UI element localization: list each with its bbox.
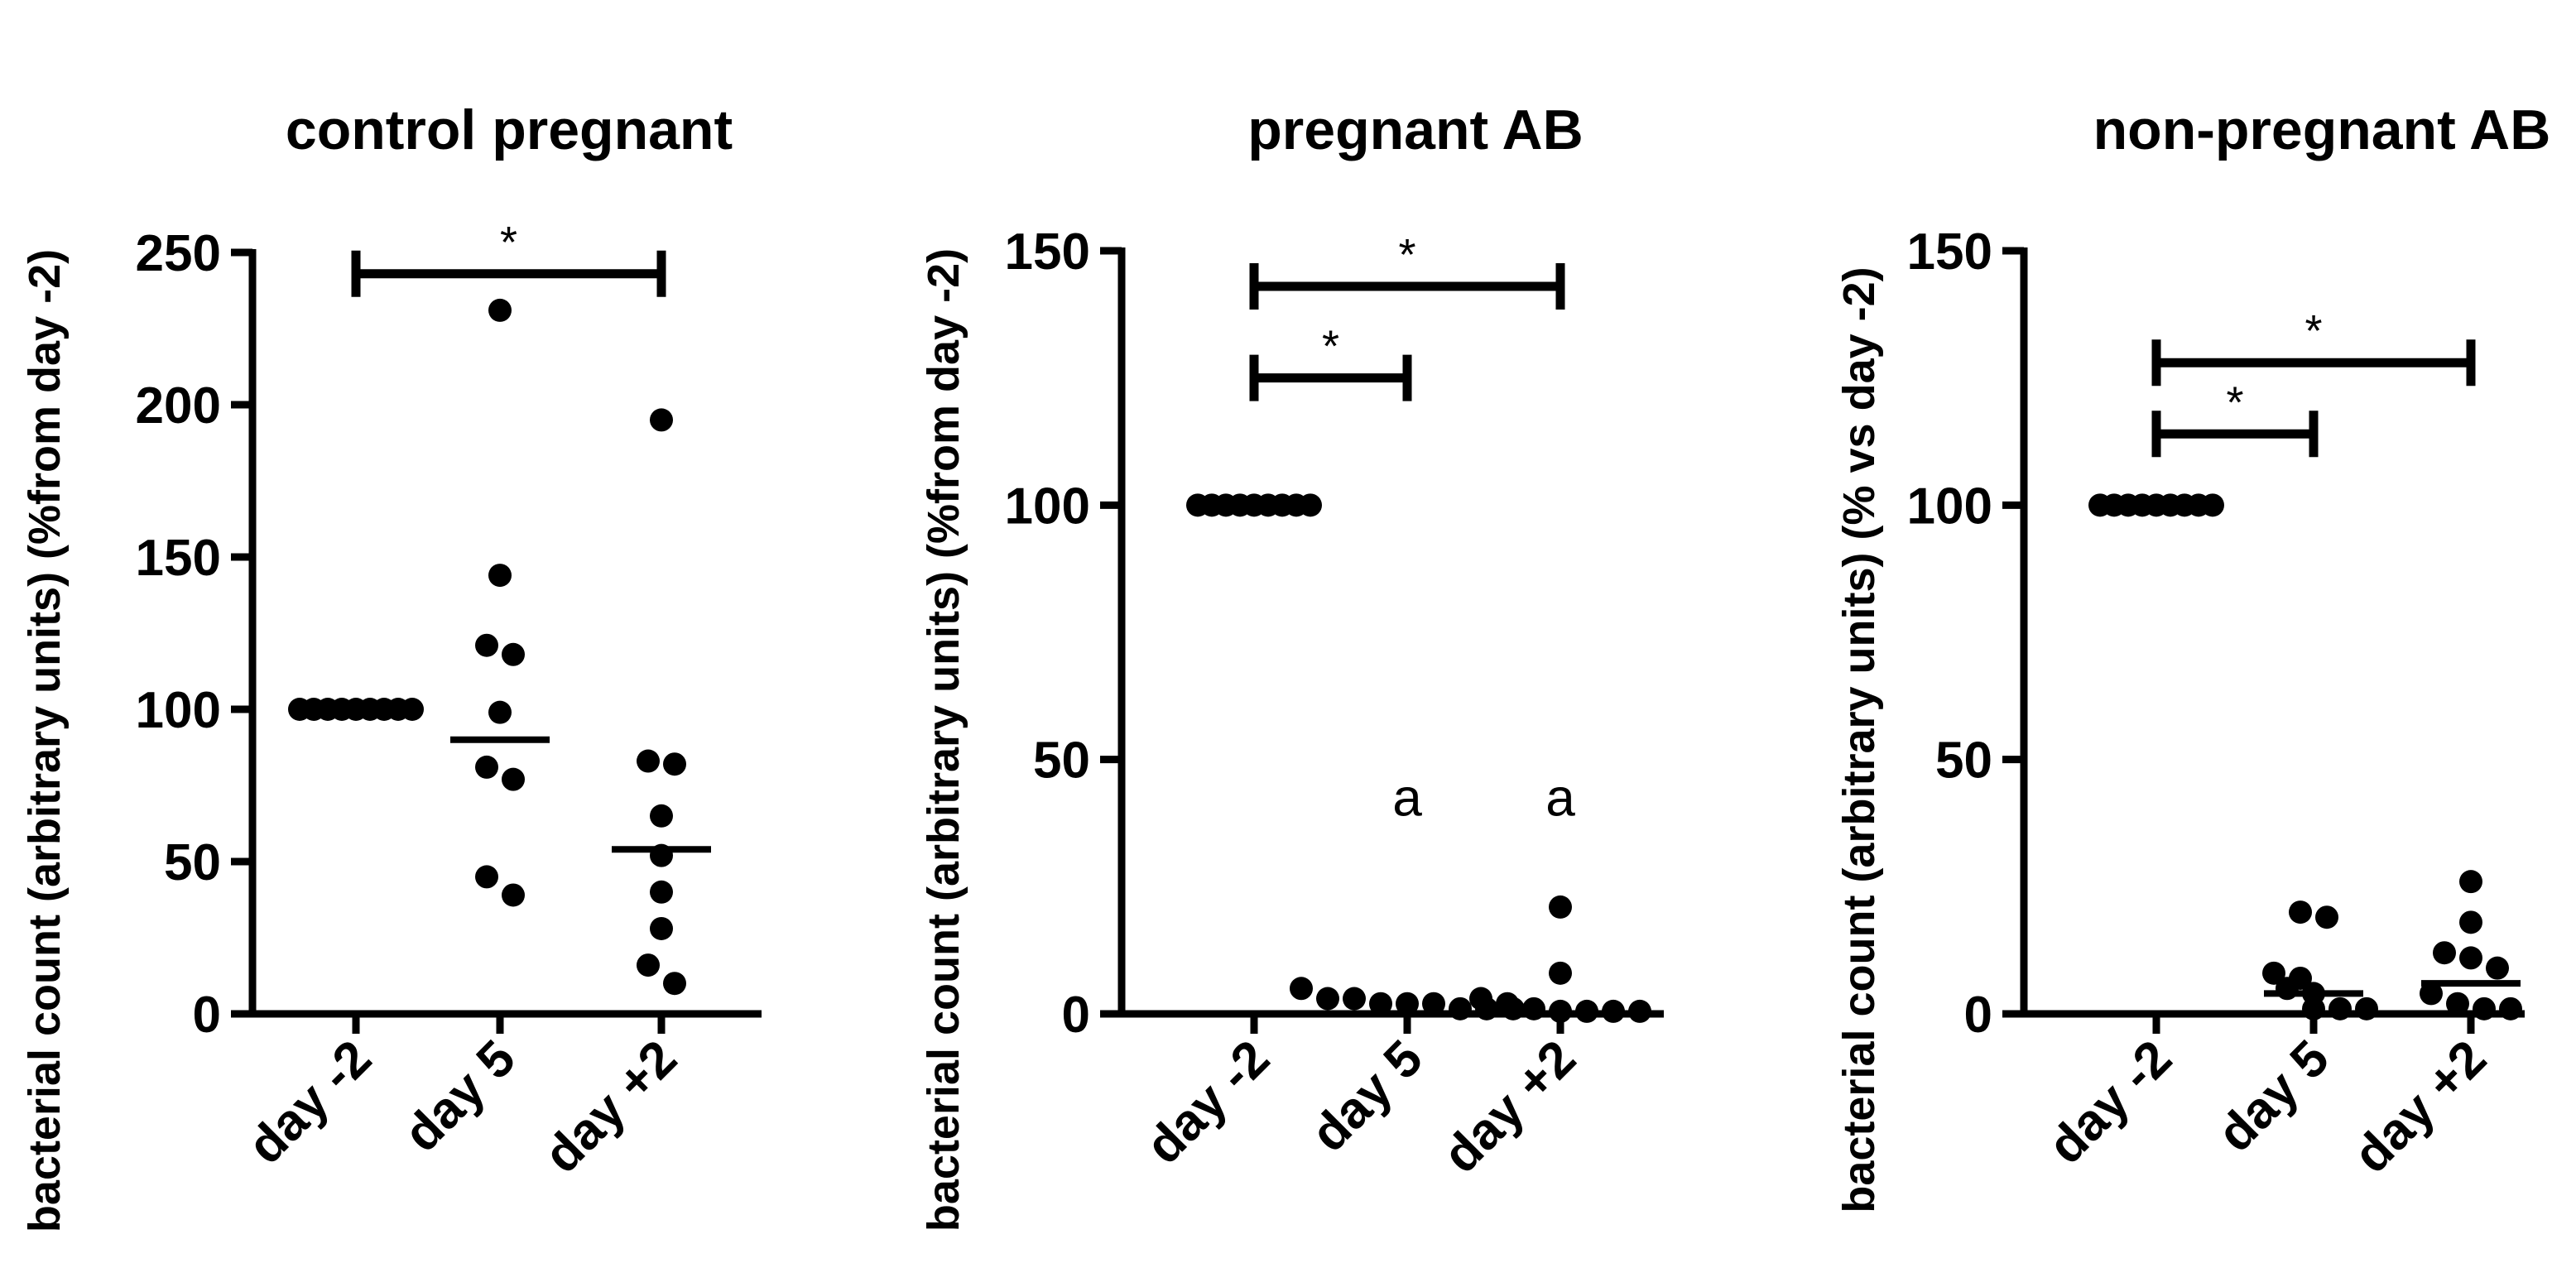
data-point bbox=[1628, 999, 1651, 1023]
data-point bbox=[2446, 992, 2469, 1016]
significance-star: * bbox=[2226, 377, 2243, 427]
data-point bbox=[2459, 910, 2482, 934]
y-tick-label: 100 bbox=[136, 682, 221, 739]
data-point bbox=[1396, 992, 1419, 1016]
data-point bbox=[2486, 956, 2509, 980]
data-point bbox=[1496, 992, 1519, 1016]
y-tick-label: 50 bbox=[1935, 732, 1992, 790]
significance-bracket bbox=[2151, 411, 2319, 458]
data-point bbox=[663, 752, 686, 776]
y-tick-label: 100 bbox=[1005, 478, 1090, 535]
y-tick-label: 0 bbox=[1964, 987, 1992, 1044]
significance-star: * bbox=[500, 218, 517, 267]
data-point bbox=[1290, 977, 1313, 1001]
data-point bbox=[650, 804, 673, 828]
data-point bbox=[1549, 895, 1572, 919]
x-tick-label: day -2 bbox=[237, 1030, 382, 1175]
data-point bbox=[2289, 900, 2312, 924]
y-tick-label: 200 bbox=[136, 377, 221, 435]
data-point bbox=[650, 916, 673, 940]
y-axis-label: bacterial count (arbitrary units) (%from… bbox=[919, 248, 968, 1232]
data-point bbox=[502, 642, 525, 666]
y-tick-label: 250 bbox=[136, 225, 221, 282]
chart-panel-2: pregnant AB bacterial count (arbitrary un… bbox=[919, 98, 1664, 1232]
data-point bbox=[1449, 996, 1472, 1020]
data-point bbox=[1522, 996, 1545, 1020]
significance-bracket bbox=[1249, 354, 1412, 401]
chart-panel-1: control pregnant bacterial count (arbitra… bbox=[20, 98, 762, 1232]
data-point bbox=[2355, 996, 2378, 1020]
chart-title: control pregnant bbox=[286, 98, 733, 161]
chart-title: non-pregnant AB bbox=[2093, 98, 2551, 161]
data-point bbox=[1549, 999, 1572, 1023]
data-point bbox=[2473, 996, 2496, 1020]
y-axis-label: bacterial count (arbitrary units) (%from… bbox=[20, 249, 70, 1232]
annotation-letter: a bbox=[1545, 767, 1575, 827]
data-point bbox=[2302, 996, 2325, 1020]
data-point bbox=[1469, 987, 1492, 1011]
data-point bbox=[401, 698, 424, 721]
significance-bracket bbox=[351, 250, 666, 297]
data-point bbox=[1549, 961, 1572, 985]
significance-bracket bbox=[1249, 263, 1565, 310]
data-point bbox=[650, 408, 673, 432]
chart-panel-3: non-pregnant AB bacterial count (arbitrar… bbox=[1834, 98, 2550, 1213]
y-tick-label: 150 bbox=[1005, 223, 1090, 281]
data-point bbox=[2433, 941, 2456, 965]
y-axis-label: bacterial count (arbitrary units) (% vs … bbox=[1834, 267, 1884, 1213]
chart-title: pregnant AB bbox=[1247, 98, 1583, 161]
data-point bbox=[2459, 870, 2482, 894]
data-point bbox=[488, 700, 512, 724]
x-tick-label: day 5 bbox=[2207, 1030, 2340, 1163]
y-tick-label: 150 bbox=[136, 530, 221, 587]
significance-bracket bbox=[2151, 339, 2476, 387]
data-point bbox=[663, 972, 686, 996]
data-point bbox=[637, 749, 660, 773]
data-point bbox=[1369, 992, 1392, 1016]
x-tick-label: day +2 bbox=[533, 1030, 687, 1184]
data-point bbox=[650, 880, 673, 904]
data-point bbox=[502, 883, 525, 907]
x-tick-label: day +2 bbox=[1432, 1030, 1586, 1184]
significance-star: * bbox=[2304, 306, 2322, 356]
data-point bbox=[1343, 987, 1366, 1011]
data-point bbox=[2328, 996, 2352, 1020]
data-point bbox=[637, 953, 660, 977]
data-point bbox=[2420, 982, 2443, 1006]
data-point bbox=[1316, 987, 1339, 1011]
data-point bbox=[2262, 961, 2285, 985]
annotation-letter: a bbox=[1392, 767, 1422, 827]
y-tick-label: 100 bbox=[1907, 478, 1992, 535]
data-point bbox=[475, 865, 498, 889]
data-point bbox=[2459, 946, 2482, 970]
significance-star: * bbox=[1322, 322, 1339, 372]
data-point bbox=[1299, 493, 1322, 517]
data-point bbox=[2315, 905, 2338, 929]
data-point bbox=[488, 564, 512, 588]
data-point bbox=[488, 298, 512, 322]
data-point bbox=[475, 755, 498, 779]
y-tick-label: 0 bbox=[1062, 987, 1090, 1044]
x-tick-label: day -2 bbox=[1135, 1030, 1281, 1175]
data-point bbox=[502, 767, 525, 791]
data-point bbox=[1602, 999, 1625, 1023]
x-tick-label: day -2 bbox=[2037, 1030, 2183, 1175]
y-tick-label: 0 bbox=[193, 987, 221, 1044]
data-point bbox=[475, 633, 498, 657]
data-point bbox=[2499, 996, 2522, 1020]
significance-star: * bbox=[1398, 230, 1415, 280]
x-tick-label: day +2 bbox=[2343, 1030, 2497, 1184]
y-tick-label: 50 bbox=[164, 834, 221, 891]
data-point bbox=[1575, 999, 1598, 1023]
x-tick-label: day 5 bbox=[1300, 1030, 1434, 1163]
x-tick-label: day 5 bbox=[393, 1030, 526, 1163]
data-point bbox=[1422, 992, 1445, 1016]
data-point bbox=[2201, 493, 2224, 517]
y-tick-label: 150 bbox=[1907, 223, 1992, 281]
y-tick-label: 50 bbox=[1033, 732, 1090, 790]
